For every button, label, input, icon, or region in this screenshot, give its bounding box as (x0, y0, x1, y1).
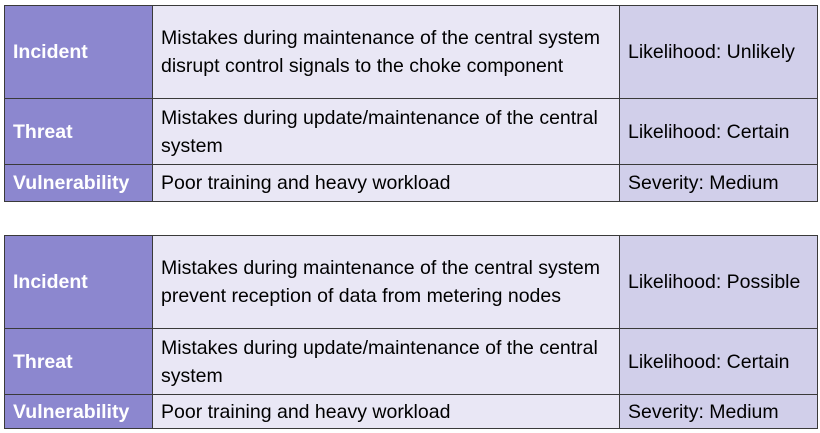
vulnerability-description: Poor training and heavy workload (152, 394, 620, 429)
incident-label: Incident (4, 235, 153, 329)
incident-description: Mistakes during maintenance of the centr… (152, 5, 620, 99)
vulnerability-severity: Severity: Medium (619, 394, 818, 429)
vulnerability-label: Vulnerability (4, 164, 153, 202)
threat-label: Threat (4, 98, 153, 165)
incident-row: Incident Mistakes during maintenance of … (4, 5, 818, 99)
vulnerability-severity: Severity: Medium (619, 164, 818, 202)
vulnerability-row: Vulnerability Poor training and heavy wo… (4, 394, 818, 429)
vulnerability-label: Vulnerability (4, 394, 153, 429)
incident-likelihood: Likelihood: Unlikely (619, 5, 818, 99)
incident-label: Incident (4, 5, 153, 99)
threat-row: Threat Mistakes during update/maintenanc… (4, 328, 818, 395)
risk-table-2: Incident Mistakes during maintenance of … (4, 235, 818, 429)
threat-description: Mistakes during update/maintenance of th… (152, 328, 620, 395)
incident-row: Incident Mistakes during maintenance of … (4, 235, 818, 329)
incident-likelihood: Likelihood: Possible (619, 235, 818, 329)
vulnerability-row: Vulnerability Poor training and heavy wo… (4, 164, 818, 202)
threat-likelihood: Likelihood: Certain (619, 328, 818, 395)
incident-description: Mistakes during maintenance of the centr… (152, 235, 620, 329)
risk-table-1: Incident Mistakes during maintenance of … (4, 5, 818, 202)
threat-label: Threat (4, 328, 153, 395)
threat-description: Mistakes during update/maintenance of th… (152, 98, 620, 165)
threat-row: Threat Mistakes during update/maintenanc… (4, 98, 818, 165)
vulnerability-description: Poor training and heavy workload (152, 164, 620, 202)
threat-likelihood: Likelihood: Certain (619, 98, 818, 165)
